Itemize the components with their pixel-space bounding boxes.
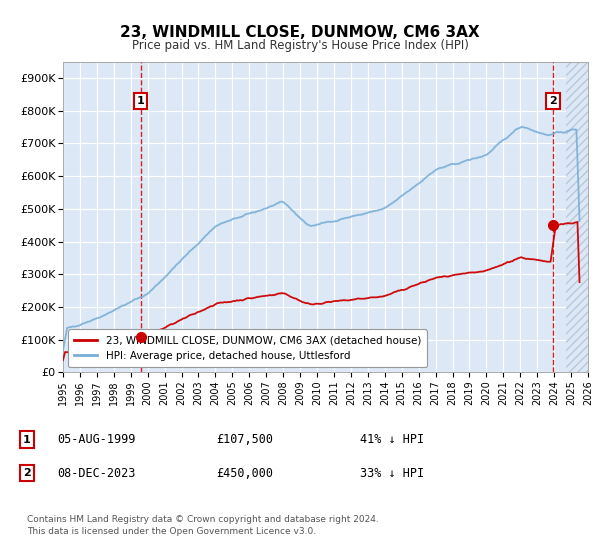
Text: £107,500: £107,500 bbox=[216, 433, 273, 446]
Text: 1: 1 bbox=[23, 435, 31, 445]
Text: 41% ↓ HPI: 41% ↓ HPI bbox=[360, 433, 424, 446]
Legend: 23, WINDMILL CLOSE, DUNMOW, CM6 3AX (detached house), HPI: Average price, detach: 23, WINDMILL CLOSE, DUNMOW, CM6 3AX (det… bbox=[68, 329, 427, 367]
Text: 2: 2 bbox=[23, 468, 31, 478]
Text: This data is licensed under the Open Government Licence v3.0.: This data is licensed under the Open Gov… bbox=[27, 528, 316, 536]
Bar bbox=[566, 62, 588, 372]
Text: 2: 2 bbox=[549, 96, 557, 106]
Text: 23, WINDMILL CLOSE, DUNMOW, CM6 3AX: 23, WINDMILL CLOSE, DUNMOW, CM6 3AX bbox=[120, 25, 480, 40]
Text: 1: 1 bbox=[137, 96, 145, 106]
Text: £450,000: £450,000 bbox=[216, 466, 273, 480]
Text: 33% ↓ HPI: 33% ↓ HPI bbox=[360, 466, 424, 480]
Text: Contains HM Land Registry data © Crown copyright and database right 2024.: Contains HM Land Registry data © Crown c… bbox=[27, 515, 379, 524]
Text: 05-AUG-1999: 05-AUG-1999 bbox=[57, 433, 136, 446]
Text: 08-DEC-2023: 08-DEC-2023 bbox=[57, 466, 136, 480]
Text: Price paid vs. HM Land Registry's House Price Index (HPI): Price paid vs. HM Land Registry's House … bbox=[131, 39, 469, 52]
